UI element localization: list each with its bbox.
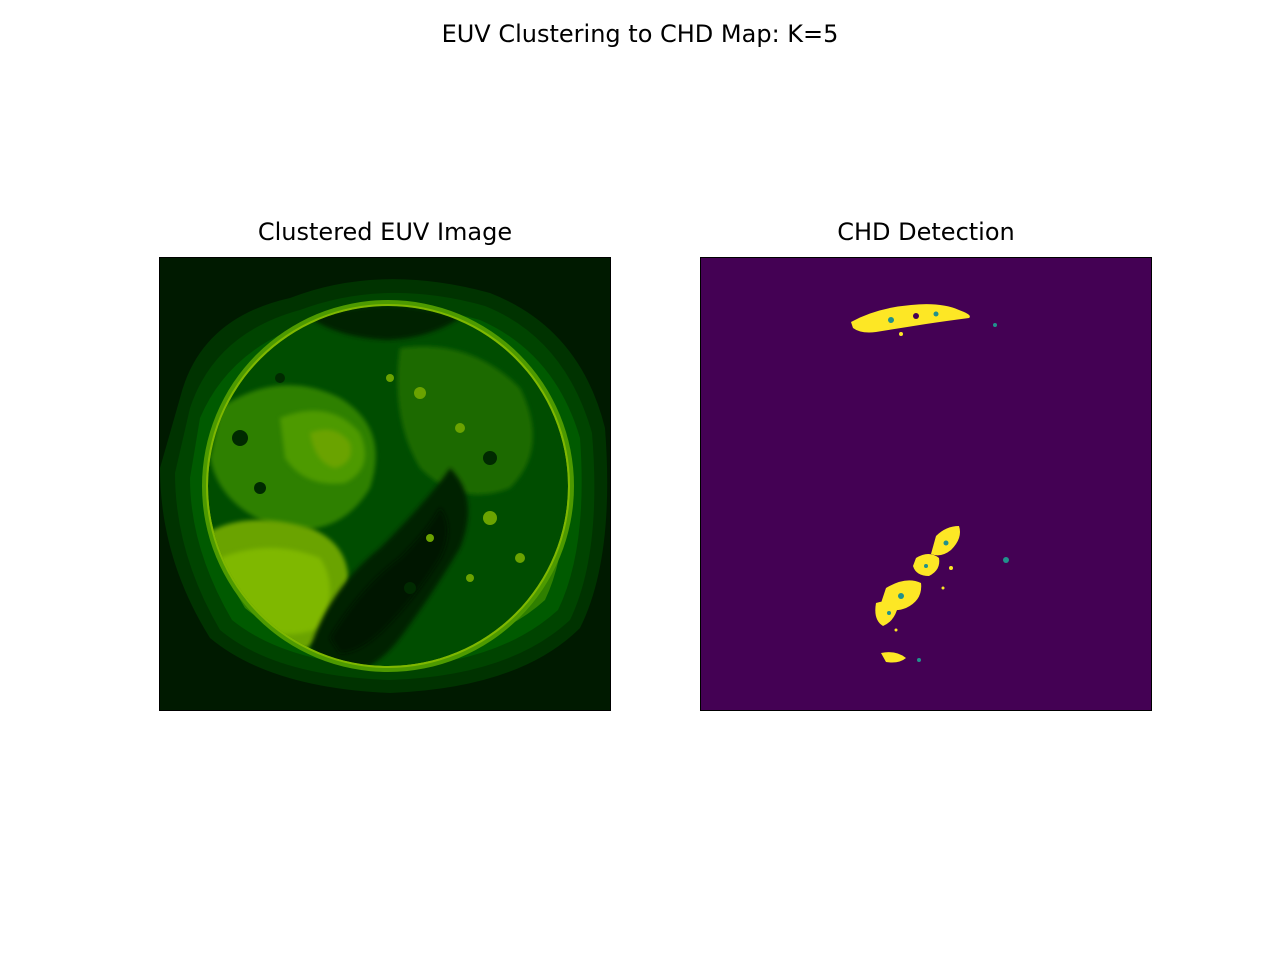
chd-detection-panel	[700, 257, 1152, 711]
figure-title: EUV Clustering to CHD Map: K=5	[441, 20, 839, 48]
right-panel-title: CHD Detection	[837, 218, 1015, 246]
clustered-euv-image	[160, 258, 610, 710]
left-panel-title: Clustered EUV Image	[257, 218, 513, 246]
north-coronal-hole	[851, 304, 997, 336]
equatorial-coronal-hole	[875, 526, 1009, 663]
chd-background	[701, 258, 1151, 710]
clustered-euv-panel	[159, 257, 611, 711]
solar-disk	[208, 306, 568, 666]
chd-detection-image	[701, 258, 1151, 710]
